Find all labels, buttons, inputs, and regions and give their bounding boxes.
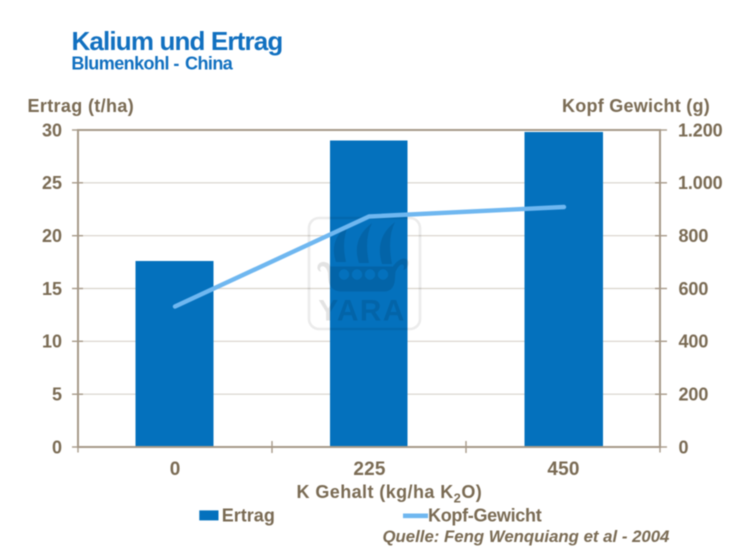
svg-text:400: 400: [679, 332, 709, 352]
svg-text:0: 0: [170, 459, 181, 480]
svg-text:1.200: 1.200: [678, 120, 723, 140]
svg-text:Ertrag: Ertrag: [222, 506, 275, 526]
svg-text:0: 0: [52, 437, 62, 457]
svg-text:450: 450: [547, 459, 579, 480]
svg-text:Kalium und Ertrag: Kalium und Ertrag: [72, 26, 283, 56]
svg-text:800: 800: [679, 226, 709, 246]
svg-text:Kopf-Gewicht: Kopf-Gewicht: [428, 506, 542, 526]
svg-text:20: 20: [42, 226, 62, 246]
svg-text:200: 200: [679, 385, 709, 405]
svg-text:0: 0: [679, 437, 689, 457]
svg-text:25: 25: [42, 173, 62, 193]
svg-text:1.000: 1.000: [678, 173, 723, 193]
svg-text:Quelle: Feng Wenquiang et al -: Quelle: Feng Wenquiang et al - 2004: [383, 527, 671, 546]
svg-text:Kopf Gewicht (g): Kopf Gewicht (g): [562, 96, 710, 116]
svg-text:K Gehalt (kg/ha K2O): K Gehalt (kg/ha K2O): [297, 482, 483, 506]
svg-text:Blumenkohl-China: Blumenkohl - China: [71, 54, 233, 74]
svg-text:225: 225: [353, 459, 386, 480]
svg-text:Ertrag (t/ha): Ertrag (t/ha): [28, 96, 135, 116]
svg-text:YARA: YARA: [318, 294, 405, 327]
svg-text:10: 10: [42, 332, 62, 352]
svg-text:30: 30: [42, 120, 62, 140]
svg-text:15: 15: [42, 279, 62, 299]
svg-text:600: 600: [679, 279, 709, 299]
svg-text:5: 5: [52, 385, 62, 405]
